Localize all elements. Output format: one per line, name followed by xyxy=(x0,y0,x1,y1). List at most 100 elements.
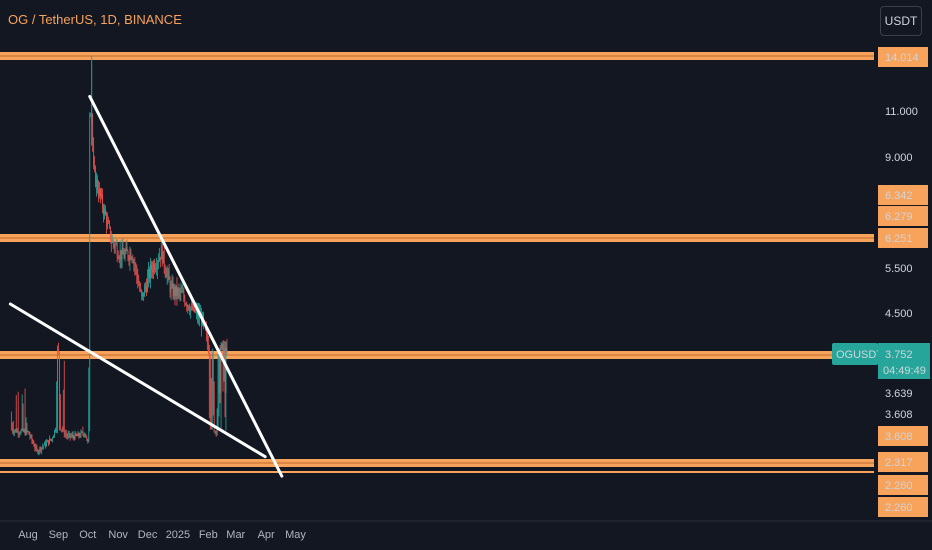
time-tick-label: 2025 xyxy=(166,529,190,541)
candle-body xyxy=(181,290,183,293)
candle-body xyxy=(17,430,19,434)
candle-body xyxy=(104,209,105,215)
time-tick-label: Mar xyxy=(226,529,245,541)
candle-body xyxy=(36,446,38,450)
candle-body xyxy=(153,263,154,272)
candle-body xyxy=(209,358,211,405)
candle-body xyxy=(147,277,148,292)
candle-body xyxy=(185,304,187,306)
candle-body xyxy=(120,250,122,260)
candle-body xyxy=(223,348,225,352)
candle-body xyxy=(66,435,68,437)
candle-body xyxy=(134,262,136,266)
candle-body xyxy=(164,267,166,273)
candle-body xyxy=(100,189,101,197)
candle-body xyxy=(157,262,158,268)
candle-body xyxy=(179,290,181,294)
level-label: 6.342 xyxy=(885,190,913,202)
candle-body xyxy=(122,247,124,255)
candle-body xyxy=(108,220,109,224)
countdown-label: 04:49:49 xyxy=(883,365,926,377)
candle-body xyxy=(170,286,172,293)
candle-body xyxy=(76,435,78,437)
candle-body xyxy=(180,290,182,294)
currency-button[interactable]: USDT xyxy=(880,6,922,36)
candle-body xyxy=(49,438,50,444)
candle-body xyxy=(73,436,75,440)
candle-body xyxy=(176,285,178,296)
candle-body xyxy=(70,436,72,437)
candle-body xyxy=(184,298,186,305)
candle-body xyxy=(215,431,217,433)
time-tick-label: Feb xyxy=(199,529,218,541)
candle-body xyxy=(157,261,159,263)
level-label-box xyxy=(878,228,928,248)
candle-body xyxy=(115,244,117,246)
candle-body xyxy=(151,264,152,270)
candle-body xyxy=(92,115,94,146)
candle-body xyxy=(173,287,175,297)
candle-body xyxy=(77,432,79,437)
candle-body xyxy=(62,428,64,430)
candle-body xyxy=(165,272,167,278)
candle-body xyxy=(34,446,36,449)
candle-body xyxy=(213,391,215,432)
candle-body xyxy=(61,429,63,431)
candle-body xyxy=(132,257,134,263)
candle-body xyxy=(178,289,180,291)
candle-body xyxy=(15,429,17,433)
candle-body xyxy=(65,433,67,436)
candle-body xyxy=(109,226,111,240)
candle-body xyxy=(43,445,45,447)
candle-body xyxy=(53,435,54,439)
candle-body xyxy=(211,353,213,418)
candle-body xyxy=(32,440,34,444)
symbol-tag xyxy=(832,343,878,365)
level-label: 2.317 xyxy=(885,457,913,469)
candle-body xyxy=(75,433,77,436)
level-label-box xyxy=(878,185,928,205)
current-price-label: 3.752 xyxy=(885,349,913,361)
candle-body xyxy=(69,433,71,437)
candle-body xyxy=(149,269,150,279)
candle-body xyxy=(114,244,116,248)
current-price-box xyxy=(878,343,930,379)
candle-body xyxy=(18,433,20,435)
time-tick-label: Dec xyxy=(138,529,158,541)
candle-body xyxy=(20,430,22,434)
candle-body xyxy=(46,442,47,446)
candle-body xyxy=(52,438,53,440)
candle-body xyxy=(21,428,23,431)
price-tick-label: 9.000 xyxy=(885,152,913,164)
candle-body xyxy=(57,348,58,429)
candle-body xyxy=(129,252,131,261)
candle-body xyxy=(133,262,135,263)
candle-body xyxy=(175,285,177,297)
candle-body xyxy=(169,279,171,293)
candle-body xyxy=(206,333,208,344)
candle-body xyxy=(143,292,144,297)
candle-body xyxy=(124,252,126,259)
candle-body xyxy=(98,190,99,196)
candle-body xyxy=(156,267,157,269)
candle-body xyxy=(11,429,13,432)
level-label-box xyxy=(878,206,928,226)
candle-body xyxy=(172,283,174,297)
candle-body xyxy=(87,438,89,443)
candle-body xyxy=(83,433,85,436)
candle-body xyxy=(207,343,209,353)
time-tick-label: Sep xyxy=(49,529,69,541)
price-tick-label: 5.500 xyxy=(885,263,913,275)
candle-body xyxy=(60,429,62,431)
candle-body xyxy=(54,430,55,436)
candle-body xyxy=(50,438,51,440)
candle-body xyxy=(152,269,153,272)
level-label-box xyxy=(878,426,928,446)
candle-body xyxy=(210,404,212,418)
candle-body xyxy=(82,431,84,434)
candle-body xyxy=(138,283,140,286)
level-label: 6.251 xyxy=(885,233,913,245)
candle-body xyxy=(24,429,26,435)
candle-body xyxy=(35,446,37,449)
